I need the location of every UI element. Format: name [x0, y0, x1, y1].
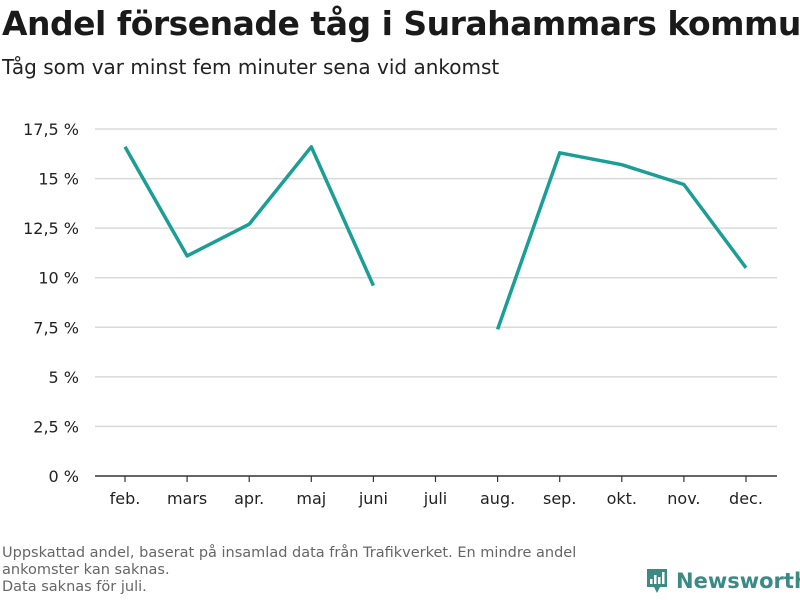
- x-tick-label: nov.: [667, 489, 700, 508]
- y-tick-label: 10 %: [38, 269, 79, 288]
- brand-logo: Newsworthy: [645, 567, 800, 595]
- y-tick-label: 2,5 %: [33, 417, 79, 436]
- x-tick-label: maj: [296, 489, 326, 508]
- y-tick-label: 12,5 %: [23, 219, 79, 238]
- x-tick-label: juli: [423, 489, 447, 508]
- y-tick-label: 17,5 %: [23, 120, 79, 139]
- y-tick-label: 5 %: [49, 368, 79, 387]
- x-tick-label: feb.: [110, 489, 141, 508]
- footnote-line-2: Data saknas för juli.: [2, 579, 147, 595]
- x-tick-label: juni: [358, 489, 388, 508]
- x-tick-label: apr.: [234, 489, 264, 508]
- series-lines: [123, 145, 748, 330]
- chart-title: Andel försenade tåg i Surahammars kommun: [2, 4, 800, 43]
- y-axis-ticks: 0 % 2,5 % 5 % 7,5 % 10 % 12,5 % 15 % 17,5 %: [23, 120, 79, 486]
- chart-subtitle: Tåg som var minst fem minuter sena vid a…: [2, 55, 500, 79]
- x-axis-ticks: feb. mars apr. maj juni juli aug. sep. okt. nov. d…: [110, 476, 763, 508]
- x-tick-label: okt.: [607, 489, 637, 508]
- newsworthy-bar-chart-icon: [647, 569, 667, 593]
- series-line-segment: [123, 145, 375, 287]
- footnote: Uppskattad andel, baserat på insamlad da…: [2, 545, 642, 596]
- x-tick-label: sep.: [543, 489, 576, 508]
- x-tick-label: dec.: [729, 489, 763, 508]
- x-tick-label: aug.: [480, 489, 515, 508]
- footnote-line-1: Uppskattad andel, baserat på insamlad da…: [2, 545, 577, 578]
- y-tick-label: 15 %: [38, 170, 79, 189]
- y-tick-label: 7,5 %: [33, 318, 79, 337]
- brand-name: Newsworthy: [676, 569, 800, 593]
- y-tick-label: 0 %: [49, 467, 79, 486]
- series-line-segment: [495, 151, 748, 330]
- x-tick-label: mars: [167, 489, 207, 508]
